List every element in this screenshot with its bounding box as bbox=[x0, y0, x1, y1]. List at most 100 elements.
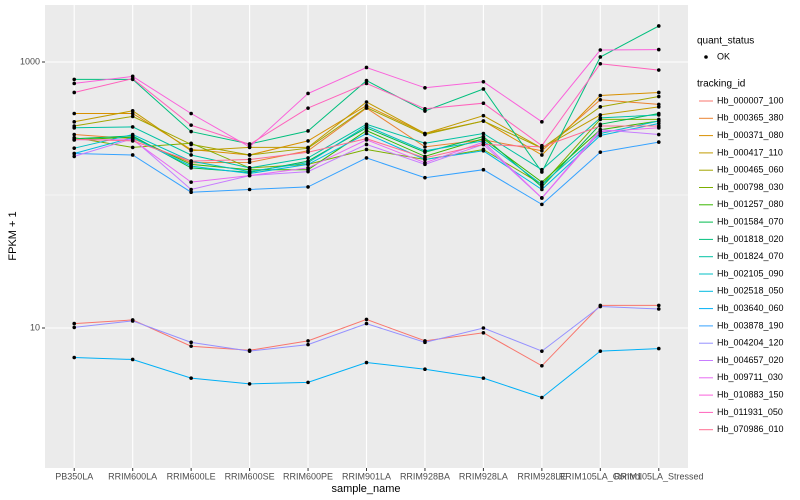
legend-label: Hb_070986_010 bbox=[717, 424, 784, 434]
data-point bbox=[656, 68, 661, 72]
data-point bbox=[656, 303, 661, 308]
data-point bbox=[598, 97, 603, 102]
data-point bbox=[540, 145, 544, 149]
legend-title: tracking_id bbox=[697, 79, 745, 90]
data-point bbox=[189, 187, 193, 192]
data-point bbox=[364, 65, 369, 70]
data-point bbox=[306, 185, 310, 189]
data-point bbox=[656, 132, 661, 137]
legend-label: Hb_010883_150 bbox=[717, 389, 784, 399]
data-point bbox=[598, 129, 603, 134]
legend-label: Hb_001584_070 bbox=[717, 216, 784, 226]
data-point bbox=[598, 150, 603, 154]
data-point bbox=[306, 342, 310, 347]
data-point bbox=[364, 321, 369, 326]
data-point bbox=[130, 125, 135, 129]
data-point bbox=[423, 106, 427, 111]
legend-label: Hb_001818_020 bbox=[717, 234, 784, 244]
legend-label: Hb_000417_110 bbox=[717, 147, 783, 157]
data-point bbox=[189, 190, 193, 194]
data-point bbox=[656, 346, 661, 351]
x-tick-label: RRIM600LA bbox=[108, 471, 157, 481]
data-point bbox=[540, 202, 544, 207]
legend-label: Hb_003878_190 bbox=[717, 320, 784, 330]
data-point bbox=[364, 136, 369, 141]
data-point bbox=[130, 139, 135, 143]
data-point bbox=[364, 124, 369, 128]
data-point bbox=[306, 166, 310, 170]
data-point bbox=[656, 307, 661, 311]
data-point bbox=[598, 304, 603, 309]
data-point bbox=[481, 87, 486, 91]
data-point bbox=[247, 153, 252, 157]
data-point bbox=[72, 151, 77, 156]
data-point bbox=[306, 339, 310, 343]
data-point bbox=[598, 61, 603, 66]
data-point bbox=[306, 146, 310, 150]
data-point bbox=[598, 105, 603, 109]
data-point bbox=[306, 139, 310, 143]
data-point bbox=[306, 106, 310, 110]
data-point bbox=[423, 340, 427, 345]
x-tick-label: RRIM105LA_Stressed bbox=[614, 471, 704, 481]
data-point bbox=[423, 132, 427, 137]
data-point bbox=[189, 111, 193, 116]
data-point bbox=[423, 145, 427, 149]
data-point bbox=[540, 148, 544, 153]
data-point bbox=[130, 76, 135, 81]
data-point bbox=[364, 317, 369, 322]
data-point bbox=[540, 349, 544, 353]
data-point bbox=[72, 120, 77, 124]
data-point bbox=[598, 116, 603, 120]
legend-label: Hb_000798_030 bbox=[717, 182, 784, 192]
legend-label: Hb_002105_090 bbox=[717, 268, 784, 278]
data-point bbox=[130, 114, 135, 119]
data-point bbox=[423, 156, 427, 160]
data-point bbox=[481, 119, 486, 123]
legend-label: Hb_000465_060 bbox=[717, 165, 784, 175]
data-point bbox=[306, 91, 310, 96]
data-point bbox=[481, 79, 486, 84]
data-point bbox=[72, 154, 77, 159]
data-point bbox=[481, 167, 486, 172]
data-point bbox=[656, 113, 661, 117]
data-point bbox=[72, 137, 77, 142]
data-point bbox=[189, 159, 193, 163]
x-tick-label: RRIM928LA bbox=[459, 471, 508, 481]
x-tick-label: RRIM928BA bbox=[400, 471, 450, 481]
data-point bbox=[364, 131, 369, 136]
x-axis-title: sample_name bbox=[331, 483, 400, 495]
x-tick-label: RRIM600LE bbox=[167, 471, 216, 481]
data-point bbox=[656, 140, 661, 144]
legend-label: Hb_000365_380 bbox=[717, 113, 784, 123]
data-point bbox=[247, 173, 252, 178]
data-point bbox=[598, 55, 603, 59]
y-tick-label: 10 bbox=[30, 322, 40, 332]
legend-label: Hb_011931_050 bbox=[717, 407, 783, 417]
data-point bbox=[364, 78, 369, 83]
data-point bbox=[189, 153, 193, 157]
legend-title: quant_status bbox=[697, 36, 754, 47]
data-point bbox=[364, 81, 369, 86]
data-point bbox=[423, 141, 427, 146]
x-tick-label: RRIM901LA bbox=[342, 471, 391, 481]
data-point bbox=[130, 145, 135, 150]
data-point bbox=[189, 180, 193, 184]
data-point bbox=[423, 85, 427, 90]
data-point bbox=[130, 153, 135, 157]
data-point bbox=[540, 187, 544, 192]
data-point bbox=[247, 166, 252, 170]
data-point bbox=[247, 349, 252, 353]
data-point bbox=[656, 24, 661, 28]
data-point bbox=[189, 344, 193, 348]
data-point bbox=[72, 355, 77, 360]
data-point bbox=[72, 325, 77, 330]
legend-label: Hb_003640_060 bbox=[717, 303, 784, 313]
data-point bbox=[656, 94, 661, 99]
data-point bbox=[656, 47, 661, 52]
data-point bbox=[481, 134, 486, 139]
legend-label: Hb_001824_070 bbox=[717, 251, 784, 261]
data-point bbox=[481, 131, 486, 136]
data-point bbox=[72, 321, 77, 326]
legend-label: Hb_001257_080 bbox=[717, 199, 784, 209]
